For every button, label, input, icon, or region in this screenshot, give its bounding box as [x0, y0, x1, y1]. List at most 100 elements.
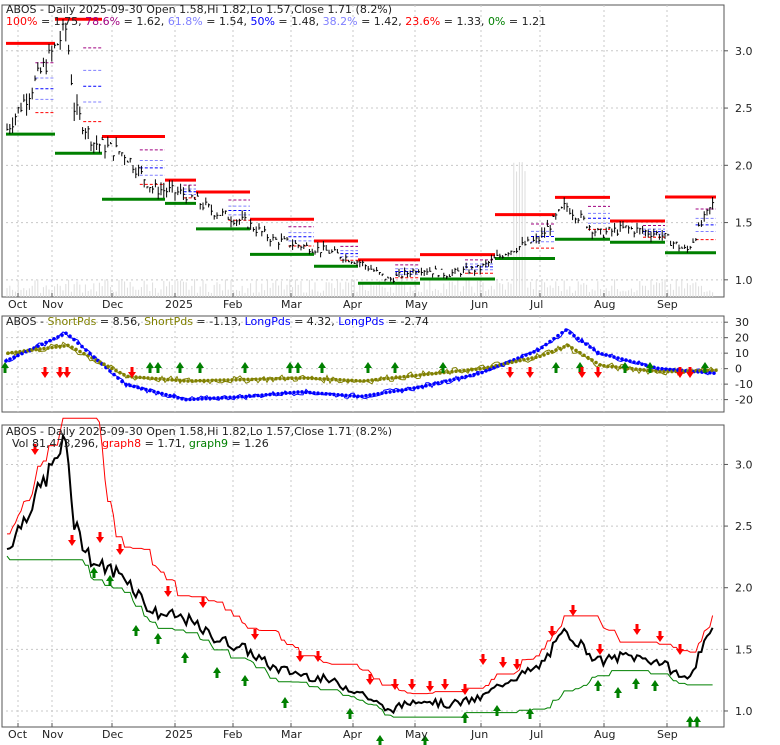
- buy-arrow-icon: [552, 362, 560, 373]
- buy-arrow-icon: [364, 362, 372, 373]
- x-tick-label: Oct: [8, 728, 28, 741]
- buy-arrow-icon: [632, 678, 640, 689]
- short-pds-dot: [290, 376, 294, 381]
- legend-label-0: ShortPds: [47, 315, 96, 328]
- short-pds-dot: [474, 367, 478, 372]
- buy-arrow-icon: [241, 362, 249, 373]
- long-pds-dot: [536, 348, 540, 353]
- y-tick-label: 2.5: [735, 520, 753, 533]
- short-pds-dot: [318, 377, 322, 381]
- short-pds-dot: [610, 364, 614, 369]
- short-pds-dot: [570, 346, 574, 350]
- long-pds-dot: [124, 382, 128, 387]
- short-pds-dot: [438, 371, 442, 375]
- y-tick-label: 2.0: [735, 159, 753, 172]
- price-bars: [6, 19, 715, 284]
- legend-prefix: ABOS -: [6, 315, 47, 328]
- x-tick-label: 2025: [165, 298, 193, 311]
- long-pds-dot: [468, 373, 472, 378]
- buy-arrow-icon: [621, 362, 629, 373]
- long-pds-dot: [420, 384, 424, 389]
- short-pds-dot: [514, 359, 518, 364]
- short-pds-dot: [214, 378, 218, 383]
- long-pds-dot: [112, 372, 116, 377]
- long-pds-dot: [412, 386, 416, 390]
- legend-value-1: = -1.13,: [193, 315, 245, 328]
- short-pds-dot: [418, 373, 422, 377]
- sell-arrow-icon: [31, 444, 39, 455]
- buy-arrow-icon: [493, 705, 501, 716]
- short-pds-dot: [366, 378, 370, 383]
- sell-arrow-icon: [128, 367, 136, 378]
- buy-arrow-icon: [651, 680, 659, 691]
- short-pds-dot: [426, 372, 430, 376]
- long-pds-dot: [120, 379, 124, 384]
- buy-arrow-icon: [376, 735, 384, 745]
- buy-arrow-icon: [294, 362, 302, 373]
- short-pds-dot: [370, 378, 374, 382]
- legend-label-2: 61.8%: [168, 15, 203, 28]
- y-tick-label: 0: [735, 363, 742, 376]
- buy-arrow-icon: [281, 697, 289, 708]
- short-pds-dot: [430, 371, 434, 376]
- long-pds-dot: [208, 396, 212, 401]
- short-pds-dot: [190, 379, 194, 383]
- long-pds-dot: [164, 392, 168, 397]
- short-pds-dot: [478, 367, 482, 371]
- sell-arrow-icon: [686, 367, 694, 378]
- y-tick-label: 10: [735, 347, 749, 360]
- panel1-ticker: ABOS: [6, 3, 37, 16]
- short-pds-dot: [450, 369, 454, 374]
- oscillator-legend: ABOS - ShortPds = 8.56, ShortPds = -1.13…: [6, 315, 429, 328]
- x-tick-label: May: [405, 298, 428, 311]
- long-pds-dot: [172, 394, 176, 399]
- long-pds-dot: [152, 389, 156, 394]
- short-pds-dot: [66, 343, 70, 348]
- short-pds-dot: [38, 347, 42, 351]
- long-pds-dot: [264, 393, 268, 397]
- long-pds-dot: [396, 388, 400, 393]
- short-pds-dot: [150, 376, 154, 381]
- x-tick-label: Feb: [223, 728, 242, 741]
- long-pds-dot: [708, 370, 712, 375]
- short-pds-dot: [146, 376, 150, 380]
- x-tick-label: Aug: [594, 298, 615, 311]
- long-pds-dot: [272, 392, 276, 396]
- long-pds-dot: [256, 393, 260, 398]
- legend-label-1: 78.6%: [85, 15, 120, 28]
- short-pds-dot: [574, 348, 578, 353]
- long-pds-dot: [224, 395, 228, 400]
- short-pds-dot: [254, 377, 258, 382]
- short-pds-dot: [222, 378, 226, 382]
- long-pds-dot: [56, 335, 60, 339]
- y-tick-label: 2.5: [735, 102, 753, 115]
- sell-arrow-icon: [96, 532, 104, 543]
- long-pds-dot: [48, 338, 52, 343]
- short-pds-dot: [330, 377, 334, 382]
- legend-label-3: 50%: [250, 15, 274, 28]
- buy-arrow-icon: [241, 675, 249, 686]
- buy-arrow-icon: [213, 667, 221, 678]
- short-pds-dot: [410, 374, 414, 378]
- short-pds-dot: [538, 354, 542, 359]
- long-pds-dot: [556, 333, 560, 338]
- short-pds-dot: [334, 377, 338, 382]
- legend-value-1: = 1.62,: [120, 15, 168, 28]
- long-pds-dot: [240, 394, 244, 399]
- long-pds-dot: [304, 390, 308, 395]
- y-tick-label: 2.0: [735, 582, 753, 595]
- long-pds-dot: [388, 390, 392, 394]
- sell-arrow-icon: [596, 644, 604, 655]
- sell-arrow-icon: [68, 535, 76, 546]
- short-pds-dot: [654, 369, 658, 373]
- long-pds-dot: [220, 395, 224, 400]
- y-tick-label: 3.0: [735, 458, 753, 471]
- legend-label-2: LongPds: [245, 315, 291, 328]
- short-pds-dot: [530, 356, 534, 360]
- short-pds-dot: [34, 347, 38, 352]
- short-pds-dot: [326, 377, 330, 382]
- long-pds-dot: [368, 393, 372, 397]
- short-pds-dot: [470, 367, 474, 372]
- buy-arrow-icon: [346, 708, 354, 719]
- short-pds-dot: [662, 369, 666, 374]
